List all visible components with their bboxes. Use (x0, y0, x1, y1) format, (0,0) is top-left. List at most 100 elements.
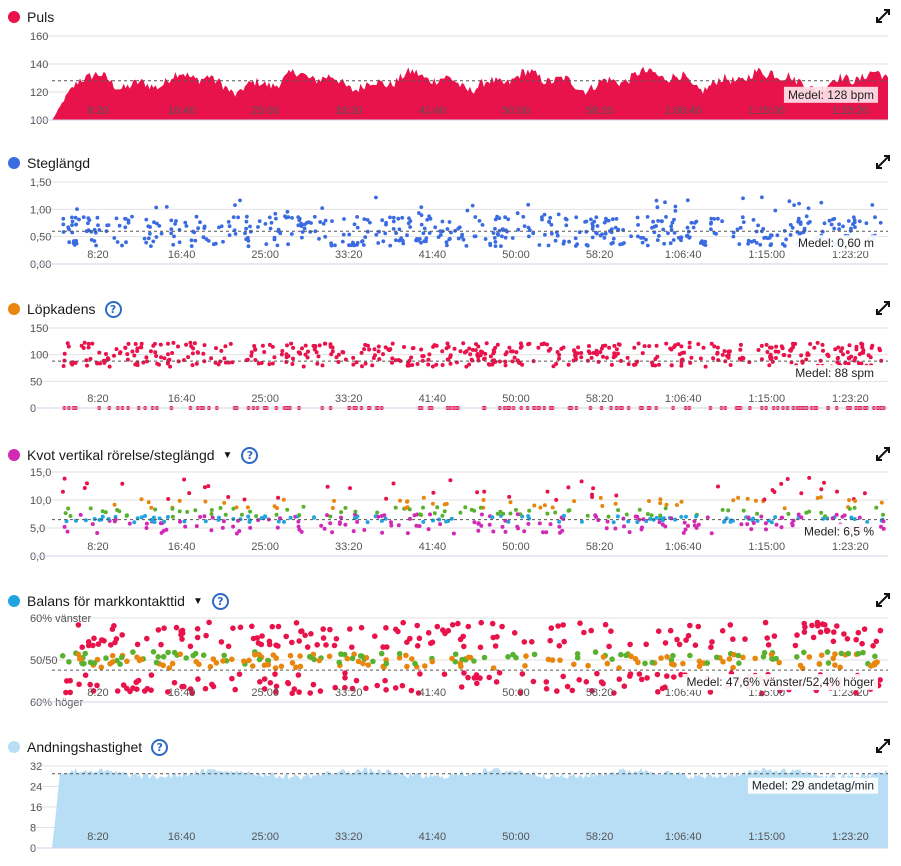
x-tick-label: 1:06:40 (665, 541, 702, 553)
data-point (499, 244, 503, 248)
data-point (819, 487, 824, 492)
data-point (657, 520, 662, 525)
data-point (397, 238, 402, 243)
dropdown-caret-icon[interactable]: ▼ (192, 595, 203, 607)
data-point (592, 649, 599, 655)
data-point (855, 629, 862, 636)
data-point (775, 233, 780, 238)
data-point (297, 218, 302, 223)
data-point (296, 689, 302, 695)
data-point (479, 512, 484, 517)
data-point (95, 641, 102, 647)
data-point (726, 508, 731, 513)
expand-icon[interactable] (875, 154, 891, 170)
data-point (881, 526, 886, 531)
data-point (641, 235, 645, 240)
data-point (403, 506, 408, 511)
data-point (862, 491, 867, 496)
data-point (576, 677, 582, 683)
data-point (720, 507, 725, 512)
data-point (611, 240, 615, 245)
data-point (719, 628, 726, 634)
data-point (493, 244, 498, 248)
data-point (441, 671, 448, 677)
data-point (655, 238, 660, 242)
data-point (531, 651, 538, 658)
data-point (857, 219, 862, 224)
data-point (517, 361, 522, 365)
data-point (742, 636, 748, 642)
data-point (407, 358, 412, 363)
data-point (148, 349, 153, 354)
data-point (323, 642, 329, 648)
y-tick-label: 150 (30, 323, 48, 335)
data-point (177, 240, 182, 245)
data-point (134, 686, 140, 692)
data-point (343, 522, 348, 527)
data-point (75, 622, 82, 628)
data-point (510, 236, 515, 240)
data-point (741, 196, 745, 201)
data-point (673, 204, 678, 209)
data-point (834, 512, 839, 517)
data-point (265, 657, 272, 664)
data-point (216, 517, 221, 522)
data-point (246, 244, 251, 249)
data-point (689, 220, 694, 225)
help-icon[interactable]: ? (211, 592, 229, 610)
x-tick-label: 58:20 (586, 393, 614, 405)
data-point (709, 531, 714, 536)
data-point (538, 505, 543, 510)
data-point (819, 621, 826, 627)
data-point (759, 514, 764, 519)
data-point (349, 685, 356, 692)
help-icon[interactable]: ? (151, 738, 169, 756)
data-point (664, 673, 670, 679)
data-point (641, 517, 646, 522)
data-point (120, 682, 127, 688)
data-point (159, 355, 163, 360)
data-point (546, 348, 551, 353)
data-point (846, 219, 851, 223)
data-point (460, 234, 464, 239)
data-point (415, 237, 419, 241)
help-icon[interactable]: ? (104, 300, 122, 318)
help-icon[interactable]: ? (241, 446, 259, 464)
expand-icon[interactable] (875, 446, 891, 462)
data-point (664, 502, 669, 507)
data-point (375, 510, 380, 515)
data-point (609, 656, 615, 662)
expand-icon[interactable] (875, 738, 891, 754)
data-point (831, 629, 837, 635)
data-point (490, 515, 495, 520)
data-point (278, 231, 283, 236)
data-point (202, 685, 209, 692)
data-point (402, 345, 406, 349)
data-point (654, 515, 659, 520)
data-point (726, 656, 733, 662)
data-point (701, 345, 706, 350)
data-point (660, 522, 665, 527)
data-point (824, 628, 830, 635)
data-point (438, 233, 443, 237)
expand-icon[interactable] (875, 592, 891, 608)
data-point (143, 514, 147, 518)
data-point (827, 218, 832, 223)
data-point (655, 628, 662, 634)
data-point (153, 350, 158, 355)
expand-icon[interactable] (875, 8, 891, 24)
data-point (194, 361, 199, 366)
data-point (94, 243, 98, 248)
data-point (353, 509, 358, 514)
data-point (185, 509, 190, 514)
expand-icon[interactable] (875, 300, 891, 316)
average-label: Medel: 29 andetag/min (752, 779, 874, 793)
data-point (636, 223, 640, 227)
data-point (683, 637, 689, 643)
data-point (427, 231, 432, 235)
data-point (330, 530, 335, 535)
data-point (679, 363, 684, 368)
dropdown-caret-icon[interactable]: ▼ (222, 449, 233, 461)
data-point (796, 515, 801, 520)
data-point (328, 342, 333, 347)
